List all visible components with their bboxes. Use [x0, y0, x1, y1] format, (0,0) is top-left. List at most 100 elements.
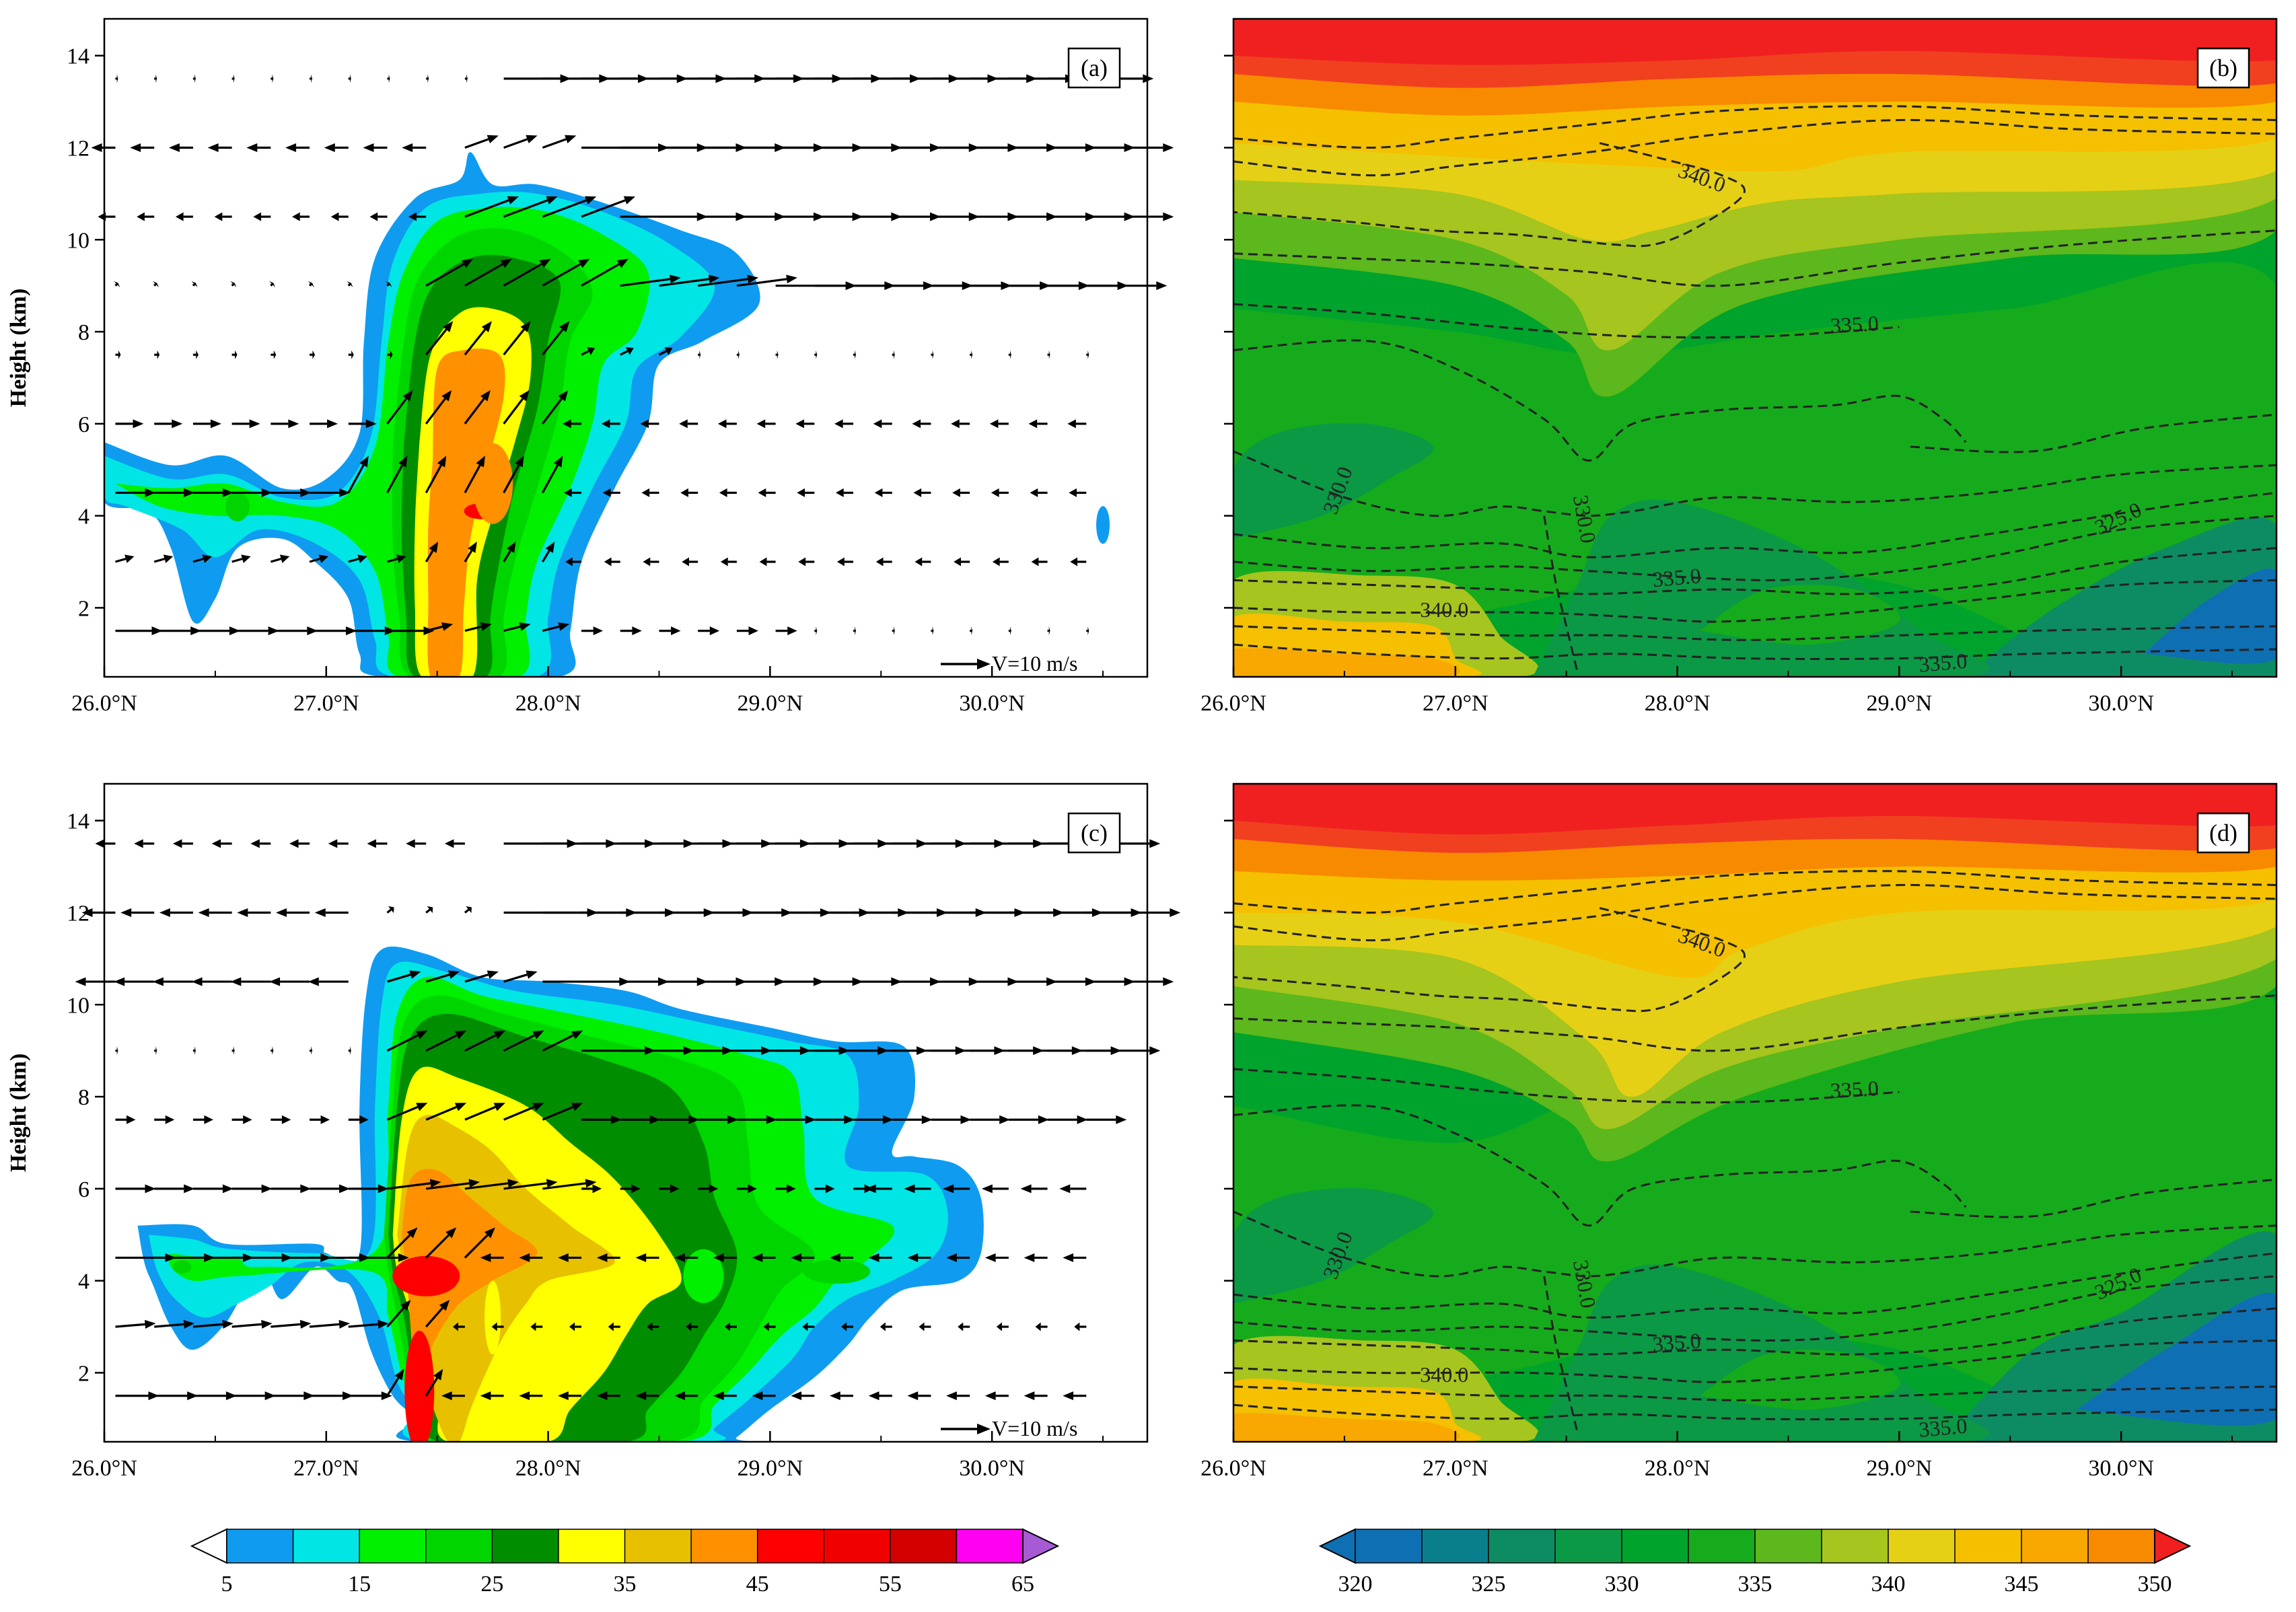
- wind-vector: [581, 196, 636, 218]
- wind-vector: [75, 977, 116, 986]
- wind-vector: [542, 390, 569, 425]
- wind-vector: [464, 542, 477, 562]
- theta-shading: [1233, 19, 2276, 677]
- wind-vector: [564, 488, 582, 497]
- wind-vector: [310, 1046, 313, 1056]
- wind-vector: [231, 74, 235, 83]
- wind-vector: [464, 390, 491, 425]
- x-tick-label: 30.0°N: [2088, 1456, 2154, 1481]
- theta-contour-line: [1233, 1104, 1967, 1227]
- reflectivity-shading: [104, 152, 1110, 677]
- wind-vector: [680, 488, 698, 497]
- wind-vector: [853, 350, 857, 359]
- wind-vector: [309, 554, 329, 563]
- wind-vector: [271, 350, 277, 359]
- wind-vector: [581, 1115, 622, 1124]
- wind-vector: [154, 1115, 175, 1124]
- wind-vector: [115, 350, 121, 359]
- wind-vector: [698, 350, 701, 359]
- wind-vector: [931, 1115, 972, 1124]
- wind-vector: [868, 1253, 892, 1262]
- x-tick-label: 28.0°N: [1645, 691, 1711, 716]
- panel-a-reflectivity-wind: 26.0°N 27.0°N 28.0°N 29.0°N 30.0°N 2 4 6 8 10 12 14…: [6, 17, 1174, 716]
- wind-vector: [658, 346, 673, 356]
- colorbar-cell: [491, 1529, 560, 1564]
- plot-frame: [103, 782, 1149, 1443]
- colorbar-label: 345: [2005, 1572, 2039, 1597]
- wind-vector: [271, 1046, 274, 1056]
- wind-vector: [464, 1030, 505, 1052]
- reflectivity-band: [401, 1169, 538, 1397]
- wind-vector: [503, 196, 558, 218]
- colorbar-cell: [1821, 1529, 1890, 1564]
- wind-vector: [713, 1253, 737, 1262]
- wind-vector: [491, 1322, 504, 1331]
- wind-vector: [519, 1253, 543, 1262]
- wind-vector: [542, 135, 577, 149]
- colorbar-label: 335: [1738, 1572, 1772, 1597]
- wind-vector: [347, 281, 353, 288]
- reference-vector: V=10 m/s: [941, 651, 1077, 675]
- wind-vector: [686, 1322, 698, 1331]
- y-tick-label: 10: [67, 228, 89, 253]
- wind-vector: [943, 1184, 970, 1194]
- wind-vector: [1008, 350, 1011, 359]
- wind-vector: [717, 419, 737, 429]
- wind-vector: [154, 1046, 157, 1056]
- wind-vector: [791, 1391, 815, 1401]
- wind-vector: [387, 970, 421, 983]
- wind-vector: [503, 321, 531, 356]
- wind-vector: [425, 455, 447, 494]
- y-tick-label: 6: [78, 1177, 89, 1202]
- theta-contour-line: [1233, 907, 1746, 1013]
- wind-vector: [168, 143, 193, 152]
- wind-vector: [192, 1184, 234, 1194]
- wind-vector: [230, 281, 237, 288]
- wind-vector: [347, 455, 369, 494]
- x-tick-label: 26.0°N: [1200, 691, 1266, 716]
- wind-vector: [348, 1115, 369, 1124]
- wind-vector: [970, 626, 973, 636]
- x-tick-label: 30.0°N: [2088, 691, 2154, 716]
- theta-contour-line: [1543, 515, 1579, 673]
- wind-vector: [214, 212, 232, 221]
- wind-vector: [464, 258, 512, 287]
- theta-band: [1233, 262, 2276, 677]
- wind-vector: [752, 1253, 776, 1262]
- wind-vector: [230, 977, 271, 986]
- wind-vector: [387, 554, 406, 563]
- wind-vector: [604, 557, 620, 566]
- wind-vector: [569, 1322, 582, 1331]
- theta-contour-line: [1233, 1275, 2276, 1342]
- wind-vector: [425, 390, 452, 425]
- wind-vector: [558, 1253, 582, 1262]
- wind-vector: [231, 488, 273, 497]
- wind-vector: [115, 1319, 156, 1329]
- theta-contour-line: [1543, 1276, 1579, 1433]
- wind-vector: [425, 906, 433, 914]
- reflectivity-core: [392, 1255, 460, 1296]
- reflectivity-core: [225, 491, 250, 521]
- wind-vector: [192, 74, 196, 83]
- wind-vector: [581, 626, 604, 636]
- wind-vector: [137, 212, 155, 221]
- wind-vector: [791, 1253, 815, 1262]
- wind-vector: [1031, 557, 1048, 566]
- wind-vector: [795, 419, 815, 429]
- colorbar-cell: [1355, 1529, 1423, 1564]
- x-tick-label: 27.0°N: [1423, 691, 1488, 716]
- wind-vector: [310, 1184, 351, 1194]
- wind-vector: [115, 419, 144, 429]
- wind-vector: [503, 258, 551, 287]
- wind-vector: [348, 1046, 351, 1056]
- wind-vector: [992, 557, 1009, 566]
- y-tick-label: 8: [78, 320, 89, 345]
- wind-vector: [114, 977, 155, 986]
- wind-vector: [330, 212, 349, 221]
- wind-vector: [970, 350, 973, 359]
- contour-label: 335.0: [1918, 1414, 1968, 1442]
- x-tick-label: 26.0°N: [71, 691, 137, 716]
- colorbar-label: 325: [1472, 1572, 1506, 1597]
- wind-vector: [115, 1046, 118, 1056]
